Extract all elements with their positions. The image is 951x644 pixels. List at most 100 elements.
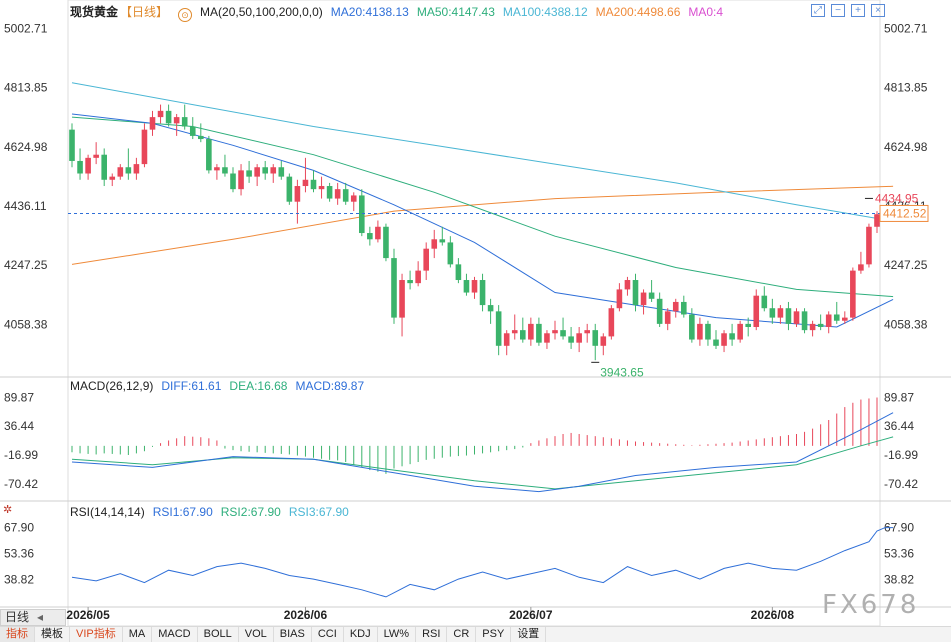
candle-body [769,308,776,318]
macd-dea: DEA:16.68 [229,379,288,393]
last-price-tag [879,204,929,222]
candle-body [681,301,687,315]
toolbar-tab[interactable]: VOL [239,627,274,642]
candle-body [407,280,413,284]
candle-body [866,226,872,265]
candle-body [238,170,244,190]
toolbar-tab[interactable]: MACD [152,627,198,642]
macd-tick-label: 36.44 [884,419,914,433]
candle-body [310,179,317,190]
candle-body [729,333,735,340]
candle-body [874,214,880,227]
candle-body [350,195,357,202]
rsi-tick-label: 53.36 [4,547,34,561]
candle-body [592,330,599,346]
candle-body [149,117,156,130]
candle-body [463,280,470,293]
rsi-settings-icon[interactable]: ✲ [3,504,13,516]
ma200-value: MA200:4498.66 [595,5,681,19]
toolbar-tab[interactable]: LW% [378,627,417,642]
minus-icon[interactable]: − [831,4,845,17]
toolbar-tab[interactable]: MA [123,627,153,642]
candle-body [825,314,832,328]
toolbar-tab[interactable]: 设置 [511,627,547,642]
candle-body [423,248,429,271]
toolbar-tab[interactable]: CCI [312,627,344,642]
candle-body [785,308,792,324]
candle-body [367,233,373,240]
candle-body [544,333,550,343]
toolbar-tab[interactable]: PSY [476,627,512,642]
y-tick-label: 5002.71 [4,22,48,36]
fullscreen-icon[interactable]: ⤢ [811,4,825,17]
candle-body [648,292,655,299]
candle-body [568,336,574,343]
y-tick-label: 4247.25 [884,258,928,272]
candle-body [431,239,438,249]
candle-body [270,167,277,174]
period-label: 【日线】 [120,5,169,19]
high-annotation: 4434.95 [875,191,919,205]
window-tools: ⤢ − + × [811,4,885,17]
candle-body [842,317,848,321]
candle-body [278,167,285,177]
candle-body [77,160,83,174]
candle-body [189,126,196,136]
candle-body [85,157,91,174]
y-tick-label: 4058.38 [884,317,928,331]
candle-body [672,301,679,312]
close-icon[interactable]: × [871,4,885,17]
price-header: 现货黄金 【日线】 ⊙ MA(20,50,100,200,0,0) MA20:4138.… [70,5,731,22]
y-tick-label: 4624.98 [884,140,928,154]
candle-body [495,311,502,346]
candle-body [399,280,405,318]
candle-body [222,167,228,174]
candle-body [69,129,75,161]
ma-settings-icon[interactable]: ⊙ [178,8,193,22]
macd-tick-label: 36.44 [4,419,34,433]
candle-body [326,186,333,199]
toolbar-tab[interactable]: 模板 [35,627,70,642]
candle-body [576,333,582,343]
ma100-line [71,82,894,222]
toolbar-tab[interactable]: RSI [416,627,448,642]
candle-body [246,170,252,177]
plus-icon[interactable]: + [851,4,865,17]
toolbar-tab[interactable]: KDJ [344,627,378,642]
toolbar-tab[interactable]: CR [447,627,477,642]
candle-body [689,314,695,340]
macd-tick-label: -16.99 [884,448,918,462]
macd-tick-label: 89.87 [4,390,34,404]
toolbar-tab[interactable]: VIP指标 [70,627,123,642]
toolbar-tab[interactable]: BOLL [198,627,239,642]
candle-body [793,311,800,324]
y-tick-label: 4624.98 [4,140,48,154]
candle-body [809,323,816,331]
candle-body [664,311,671,324]
dea-line [71,436,894,490]
candle-body [455,264,462,281]
toolbar-tab[interactable]: BIAS [274,627,312,642]
ma-indicator-label: MA(20,50,100,200,0,0) [200,5,323,19]
candle-body [318,186,325,190]
toolbar-tab[interactable]: 指标 [0,627,35,642]
rsi1-value: RSI1:67.90 [152,505,213,519]
candle-body [471,280,478,293]
y-tick-label: 4813.85 [884,81,928,95]
candle-body [624,280,631,290]
candle-body [262,167,268,174]
macd-tick-label: -70.42 [884,477,918,491]
candle-body [640,292,647,306]
candle-body [117,167,124,177]
candle-body [342,189,349,202]
rsi2-value: RSI2:67.90 [220,505,281,519]
period-selector[interactable]: 日线 ◂ [0,609,66,626]
macd-value: MACD:89.87 [295,379,365,393]
candle-body [777,308,784,318]
candle-body [286,176,293,202]
rsi-label: RSI(14,14,14) [70,505,145,519]
candle-body [705,323,711,340]
candle-body [157,110,164,118]
